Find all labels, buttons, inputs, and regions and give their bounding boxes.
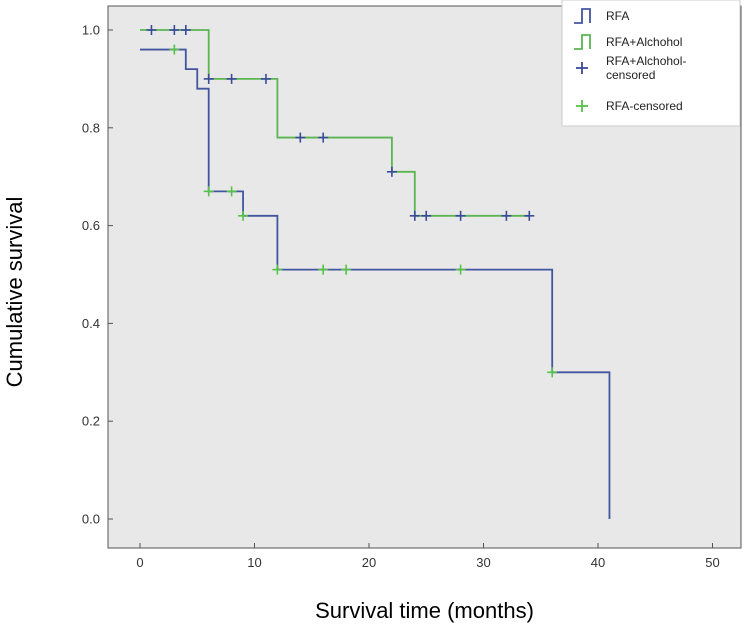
survival-curves	[140, 29, 611, 519]
y-tick-label: 0.2	[82, 414, 100, 429]
legend-label: RFA	[606, 9, 629, 23]
y-tick-label: 0.6	[82, 218, 100, 233]
x-tick-label: 30	[476, 555, 490, 570]
rfa-alchohol-censored-mark	[295, 132, 306, 143]
y-axis-title: Cumulative survival	[2, 197, 27, 388]
legend-swatch	[574, 8, 591, 24]
rfa-alchohol-censored-mark	[455, 210, 466, 221]
y-tick-label: 0.0	[82, 512, 100, 527]
x-tick-label: 10	[247, 555, 261, 570]
legend-label: censored	[606, 68, 655, 82]
rfa-censored-mark	[169, 44, 180, 55]
rfa-alchohol-censored-mark	[501, 210, 512, 221]
rfa-censored-mark	[203, 186, 214, 197]
legend-swatch	[574, 34, 591, 50]
legend-item-rfa-alchohol: RFA+Alchohol	[574, 34, 682, 50]
x-tick-label: 40	[591, 555, 605, 570]
legend: RFA RFA+Alchohol RFA+Alchohol-censored RFA-…	[561, 0, 741, 127]
legend-label: RFA+Alchohol	[606, 35, 682, 49]
legend-item-rfa-censored: RFA-censored	[576, 99, 683, 113]
x-tick-label: 20	[362, 555, 376, 570]
rfa-alchohol-censored-mark	[169, 25, 180, 35]
rfa-alchohol-censored-mark	[524, 210, 535, 221]
rfa-censored-mark	[455, 264, 466, 275]
legend-label: RFA-censored	[606, 99, 683, 113]
legend-label: RFA+Alchohol-	[606, 54, 686, 68]
rfa-censored-mark	[226, 186, 237, 197]
legend-item-rfa-alchohol-censored: RFA+Alchohol-censored	[576, 54, 686, 82]
rfa-alchohol-censored-mark	[409, 210, 420, 221]
rfa-alchohol-censored-mark	[203, 73, 214, 84]
rfa-censored-mark	[272, 264, 283, 275]
legend-item-rfa: RFA	[574, 8, 629, 24]
rfa-alchohol-censored-mark	[386, 166, 397, 177]
survival-curve-rfa-alchohol	[140, 29, 530, 217]
rfa-alchohol-censored-mark	[421, 210, 432, 221]
rfa-alchohol-censored-mark	[318, 132, 329, 143]
axes: 0 10 20 30 40 50 0.0 0.2 0.4 0.6 0.8 1.0	[82, 23, 720, 571]
rfa-alchohol-censored-mark	[180, 25, 191, 35]
x-tick-label: 50	[705, 555, 719, 570]
rfa-censored-mark	[547, 367, 558, 378]
rfa-alchohol-censored-mark	[146, 25, 157, 35]
survival-curve-rfa	[140, 48, 611, 519]
rfa-censored-mark	[318, 264, 329, 275]
rfa-censored-mark	[238, 210, 249, 221]
x-tick-label: 0	[136, 555, 143, 570]
rfa-alchohol-censored-mark	[226, 73, 237, 84]
y-tick-label: 1.0	[82, 23, 100, 38]
y-tick-label: 0.4	[82, 316, 100, 331]
x-axis-title: Survival time (months)	[315, 598, 534, 623]
legend-box	[561, 0, 741, 127]
rfa-censored-mark	[341, 264, 352, 275]
rfa-alchohol-censored-mark	[260, 73, 271, 84]
censor-marks	[146, 25, 558, 378]
y-tick-label: 0.8	[82, 120, 100, 135]
